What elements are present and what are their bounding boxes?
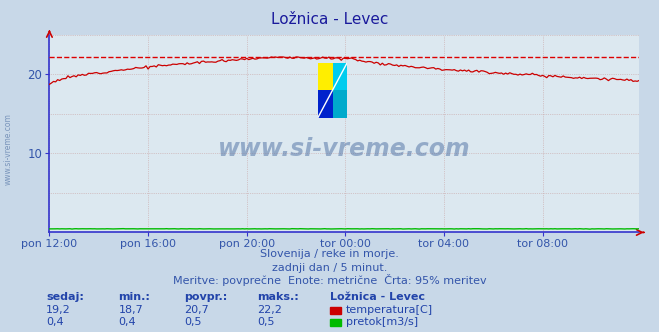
Text: 0,4: 0,4 [119, 317, 136, 327]
Text: Slovenija / reke in morje.: Slovenija / reke in morje. [260, 249, 399, 259]
Text: 0,5: 0,5 [185, 317, 202, 327]
Bar [318, 62, 333, 90]
Text: www.si-vreme.com: www.si-vreme.com [218, 137, 471, 161]
Text: povpr.:: povpr.: [185, 292, 228, 302]
Text: sedaj:: sedaj: [46, 292, 84, 302]
Bar [333, 62, 347, 90]
Text: temperatura[C]: temperatura[C] [346, 305, 433, 315]
Text: www.si-vreme.com: www.si-vreme.com [3, 114, 13, 185]
Text: 0,5: 0,5 [257, 317, 275, 327]
Text: maks.:: maks.: [257, 292, 299, 302]
Text: 19,2: 19,2 [46, 305, 71, 315]
Text: 20,7: 20,7 [185, 305, 210, 315]
Text: zadnji dan / 5 minut.: zadnji dan / 5 minut. [272, 263, 387, 273]
Text: Ložnica - Levec: Ložnica - Levec [271, 12, 388, 27]
Bar [333, 90, 347, 118]
Text: Meritve: povprečne  Enote: metrične  Črta: 95% meritev: Meritve: povprečne Enote: metrične Črta:… [173, 274, 486, 286]
Text: min.:: min.: [119, 292, 150, 302]
Text: pretok[m3/s]: pretok[m3/s] [346, 317, 418, 327]
Text: 18,7: 18,7 [119, 305, 144, 315]
Text: 0,4: 0,4 [46, 317, 64, 327]
Text: 22,2: 22,2 [257, 305, 282, 315]
Bar [318, 90, 333, 118]
Text: Ložnica - Levec: Ložnica - Levec [330, 292, 424, 302]
